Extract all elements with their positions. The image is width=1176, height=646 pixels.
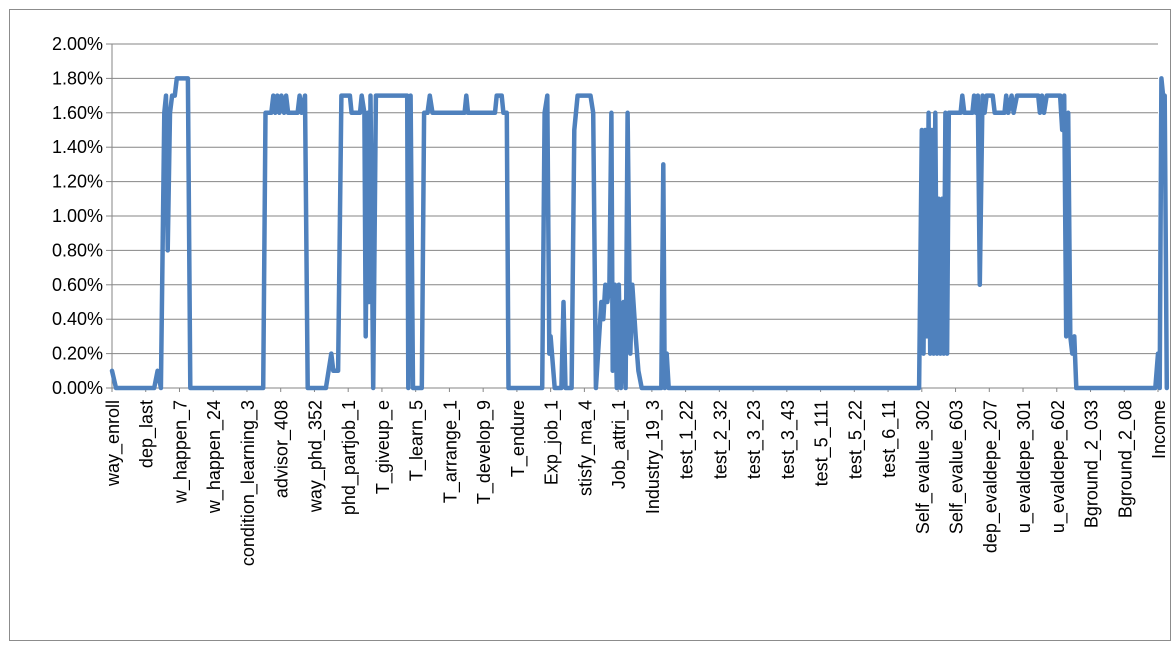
- y-tick-label: 0.40%: [52, 309, 103, 329]
- x-tick-label: Income: [1149, 400, 1169, 459]
- x-tick-label: u_evaldepe_602: [1048, 400, 1069, 533]
- x-tick-label: Exp_job_1: [542, 400, 563, 485]
- x-tick-label: T_develop_9: [474, 400, 495, 504]
- x-tick-label: test_1_22: [677, 400, 698, 479]
- x-tick-label: Bground_2_08: [1115, 400, 1136, 518]
- x-tick-label: T_giveup_e: [373, 400, 394, 494]
- x-tick-label: test_3_23: [744, 400, 765, 479]
- y-tick-label: 1.60%: [52, 103, 103, 123]
- x-tick-label: dep_last: [137, 400, 158, 468]
- y-tick-label: 1.20%: [52, 172, 103, 192]
- y-tick-label: 0.00%: [52, 378, 103, 398]
- y-tick-label: 1.00%: [52, 206, 103, 226]
- x-tick-label: w_happen_24: [204, 400, 225, 514]
- x-tick-label: test_2_32: [710, 400, 731, 479]
- x-tick-label: w_happen_7: [170, 400, 191, 504]
- y-tick-label: 0.80%: [52, 240, 103, 260]
- x-tick-label: Self_evalue_302: [913, 400, 934, 534]
- axes: [111, 44, 1158, 389]
- x-tick-label: test_5_22: [845, 400, 866, 479]
- x-tick-label: way_enroll: [103, 400, 124, 487]
- x-tick-label: T_endure: [508, 400, 529, 477]
- x-tick-label: stisfy_ma_4: [575, 400, 596, 496]
- x-tick-labels: way_enroll dep_last w_happen_7 w_happen_24 c…: [103, 400, 1169, 566]
- x-tick-label: dep_evaldepe_207: [980, 400, 1001, 553]
- x-tick-label: Bground_2_033: [1082, 400, 1103, 528]
- series-group: [109, 76, 1170, 391]
- x-tick-label: phd_partjob_1: [339, 400, 360, 515]
- x-tick-label: T_learn_5: [407, 400, 428, 481]
- x-tick-label: way_phd_352: [305, 400, 326, 513]
- x-tick-label: test_3_43: [778, 400, 799, 479]
- y-tick-label: 2.00%: [52, 34, 103, 54]
- x-tick-label: Industry_19_3: [643, 400, 664, 514]
- y-tick-labels: 0.00% 0.20% 0.40% 0.60% 0.80% 1.00% 1.20% 1.40%…: [52, 34, 103, 398]
- x-tick-label: T_arrange_1: [440, 400, 461, 503]
- y-tick-label: 0.20%: [52, 344, 103, 364]
- y-tick-label: 0.60%: [52, 275, 103, 295]
- x-tick-label: test_5_111: [812, 400, 833, 486]
- x-tick-label: Self_evalue_603: [947, 400, 968, 534]
- y-tick-label: 1.80%: [52, 68, 103, 88]
- x-tick-label: u_evaldepe_301: [1014, 400, 1035, 533]
- y-tick-label: 1.40%: [52, 137, 103, 157]
- x-tick-label: Job_attri_1: [609, 400, 630, 489]
- x-tick-label: condition_learning_3: [238, 400, 259, 566]
- x-tick-label: advisor_408: [272, 400, 293, 498]
- x-tick-label: test_6_11: [879, 400, 900, 478]
- series-line: [109, 76, 1170, 391]
